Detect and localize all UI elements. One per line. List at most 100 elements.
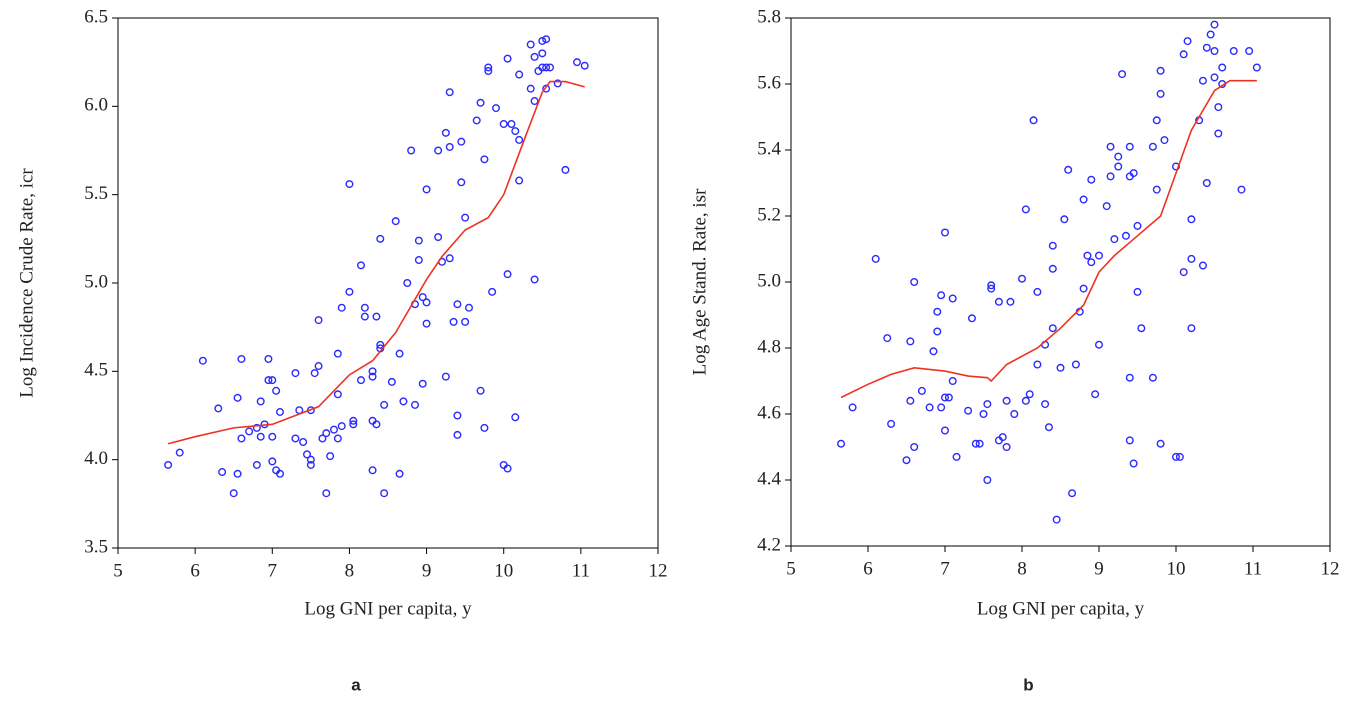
y-tick-label: 5.5: [84, 183, 108, 204]
data-point: [1068, 489, 1077, 498]
data-point: [971, 439, 980, 448]
data-point: [414, 256, 423, 265]
data-point: [252, 460, 261, 469]
x-tick-label: 6: [190, 560, 200, 581]
x-tick-label: 12: [649, 560, 668, 581]
y-tick-label: 4.6: [757, 402, 781, 423]
data-point: [1137, 324, 1146, 333]
x-tick-label: 5: [113, 560, 123, 581]
data-point: [164, 460, 173, 469]
data-point: [1187, 254, 1196, 263]
data-point: [1218, 63, 1227, 72]
data-point: [345, 287, 354, 296]
data-point: [1148, 373, 1157, 382]
data-point: [422, 185, 431, 194]
data-point: [553, 79, 562, 88]
data-point: [245, 427, 254, 436]
x-tick-label: 7: [268, 560, 278, 581]
data-point: [1214, 129, 1223, 138]
data-point: [233, 393, 242, 402]
data-point: [372, 420, 381, 429]
data-point: [368, 372, 377, 381]
data-point: [306, 455, 315, 464]
data-point: [1052, 515, 1061, 524]
data-point: [948, 377, 957, 386]
data-point: [1198, 261, 1207, 270]
data-point: [1179, 50, 1188, 59]
data-point: [276, 469, 285, 478]
data-point: [1079, 284, 1088, 293]
data-point: [1106, 142, 1115, 151]
data-point: [357, 261, 366, 270]
y-axis-title: Log Incidence Crude Rate, icr: [16, 168, 37, 398]
y-tick-label: 5.0: [84, 271, 108, 292]
data-point: [1245, 47, 1254, 56]
data-point: [198, 356, 207, 365]
fit-line: [167, 80, 585, 445]
data-point: [414, 236, 423, 245]
data-point: [925, 403, 934, 412]
data-point: [484, 66, 493, 75]
data-point: [1156, 439, 1165, 448]
data-point: [530, 275, 539, 284]
data-point: [1118, 70, 1127, 79]
data-point: [1148, 142, 1157, 151]
data-point: [218, 468, 227, 477]
x-tick-label: 11: [1244, 558, 1262, 579]
y-tick-label: 4.4: [757, 468, 781, 489]
data-point: [526, 40, 535, 49]
data-point: [480, 423, 489, 432]
data-point: [503, 54, 512, 63]
data-point: [952, 452, 961, 461]
x-tick-label: 6: [863, 558, 873, 579]
x-tick-label: 9: [1094, 558, 1104, 579]
data-point: [395, 469, 404, 478]
data-point: [314, 362, 323, 371]
data-point: [979, 410, 988, 419]
data-point: [407, 146, 416, 155]
data-point: [538, 36, 547, 45]
data-point: [252, 423, 261, 432]
y-tick-label: 4.0: [84, 448, 108, 469]
data-point: [538, 49, 547, 58]
data-point: [480, 155, 489, 164]
data-point: [1156, 66, 1165, 75]
data-point: [503, 464, 512, 473]
data-point: [276, 407, 285, 416]
data-point: [303, 450, 312, 459]
x-tick-label: 8: [345, 560, 355, 581]
data-point: [422, 298, 431, 307]
data-point: [933, 327, 942, 336]
data-point: [906, 337, 915, 346]
data-point: [391, 217, 400, 226]
data-point: [237, 354, 246, 363]
data-point: [418, 293, 427, 302]
data-point: [1210, 47, 1219, 56]
data-point: [272, 386, 281, 395]
panel-caption: a: [351, 675, 361, 694]
data-point: [264, 376, 273, 385]
x-tick-label: 7: [940, 558, 950, 579]
data-point: [937, 403, 946, 412]
data-point: [1087, 175, 1096, 184]
data-point: [515, 176, 524, 185]
data-point: [1083, 251, 1092, 260]
data-point: [1202, 178, 1211, 187]
data-point: [887, 419, 896, 428]
x-tick-label: 10: [494, 560, 513, 581]
y-tick-label: 5.8: [757, 6, 781, 27]
data-point: [314, 316, 323, 325]
data-point: [322, 489, 331, 498]
data-point: [457, 178, 466, 187]
data-point: [330, 425, 339, 434]
panel: 3.5 4.0 4.5 5.0 5.5 6.0 6.5 5 6 7 8 9 10 11 12 Log GNI …: [16, 6, 667, 694]
data-point: [526, 84, 535, 93]
data-point: [403, 279, 412, 288]
data-point: [848, 403, 857, 412]
data-point: [1056, 363, 1065, 372]
data-point: [1110, 235, 1119, 244]
y-axis-title: Log Age Stand. Rate, isr: [689, 188, 710, 375]
data-point: [1094, 251, 1103, 260]
